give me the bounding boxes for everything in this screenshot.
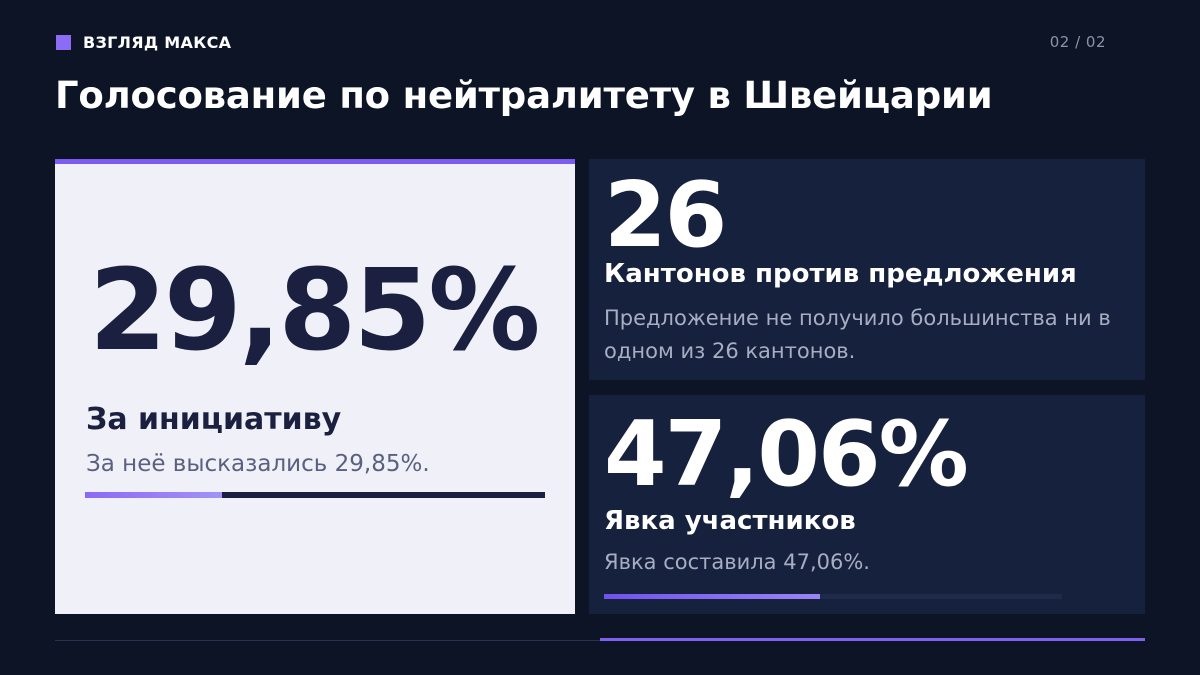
- brand-label: ВЗГЛЯД МАКСА: [83, 32, 232, 52]
- turnout-progress-bar: [604, 594, 1062, 599]
- turnout-card: 47,06% Явка участников Явка составила 47…: [589, 395, 1145, 614]
- initiative-card: 29,85% За инициативу За неё высказались …: [55, 159, 575, 614]
- turnout-value: 47,06%: [604, 402, 969, 507]
- page-indicator: 02 / 02: [1049, 33, 1106, 51]
- initiative-value: 29,85%: [89, 246, 540, 376]
- turnout-progress-fill: [604, 594, 820, 599]
- initiative-description: За неё высказались 29,85%.: [86, 451, 430, 477]
- cantons-description: Предложение не получило большинства ни в…: [604, 306, 1111, 363]
- brand: ВЗГЛЯД МАКСА: [56, 31, 231, 53]
- initiative-label: За инициативу: [86, 402, 342, 437]
- turnout-label: Явка участников: [604, 506, 856, 536]
- card-accent-bar: [55, 159, 575, 164]
- cantons-label: Кантонов против предложения: [604, 259, 1077, 289]
- cantons-card: 26 Кантонов против предложения Предложен…: [589, 159, 1145, 380]
- footer-accent-bar: [600, 638, 1145, 641]
- cantons-value: 26: [604, 163, 727, 268]
- turnout-description: Явка составила 47,06%.: [604, 550, 870, 574]
- initiative-progress-bar: [85, 492, 545, 498]
- brand-square-icon: [56, 34, 71, 50]
- initiative-progress-fill: [85, 492, 223, 498]
- page-title: Голосование по нейтралитету в Швейцарии: [55, 74, 993, 117]
